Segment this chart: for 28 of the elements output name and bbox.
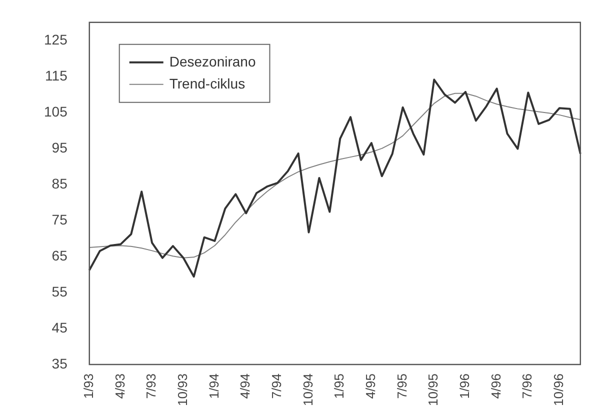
- x-tick-label: 4/94: [238, 373, 253, 399]
- y-tick-label: 105: [44, 103, 68, 120]
- y-tick-label: 85: [52, 175, 68, 192]
- y-tick-label: 125: [44, 31, 68, 48]
- x-tick-label: 7/95: [394, 373, 410, 399]
- x-tick-label: 1/94: [206, 373, 222, 399]
- x-tick-label: 10/93: [174, 373, 190, 406]
- x-tick-label: 1/95: [332, 373, 347, 399]
- y-tick-label: 65: [52, 247, 68, 264]
- x-tick-label: 7/94: [268, 373, 284, 399]
- y-tick-label: 45: [52, 319, 68, 336]
- x-tick-label: 1/96: [457, 373, 472, 399]
- y-tick-label: 95: [52, 139, 68, 156]
- x-tick-label: 7/96: [520, 373, 535, 399]
- x-tick-label: 10/96: [551, 373, 566, 406]
- x-tick-label: 1/93: [80, 373, 96, 399]
- y-tick-label: 75: [52, 211, 68, 228]
- x-tick-label: 4/93: [112, 373, 128, 399]
- y-tick-label: 115: [45, 67, 68, 84]
- legend-label: Desezonirano: [169, 53, 256, 70]
- y-tick-label: 35: [52, 355, 68, 372]
- y-tick-label: 55: [52, 283, 68, 300]
- x-tick-label: 4/96: [488, 373, 504, 399]
- x-tick-label: 4/95: [363, 373, 378, 399]
- x-tick-label: 10/94: [300, 373, 316, 406]
- x-tick-label: 10/95: [426, 373, 441, 406]
- x-tick-label: 7/93: [144, 373, 159, 399]
- legend-label: Trend-ciklus: [169, 75, 246, 92]
